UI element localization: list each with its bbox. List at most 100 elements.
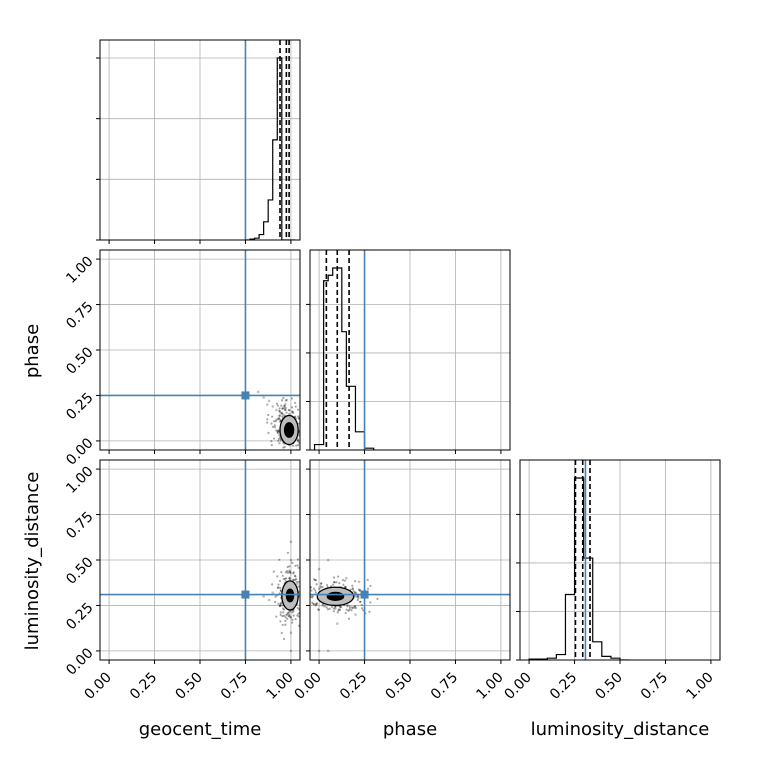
hist-panel-phase: [306, 249, 511, 454]
sample-point: [304, 633, 306, 635]
sample-point: [278, 414, 282, 417]
sample-point: [281, 407, 284, 410]
sample-point: [317, 608, 320, 611]
sample-point: [297, 439, 300, 442]
sample-point: [291, 561, 294, 564]
sample-point: [311, 407, 313, 409]
sample-point: [344, 585, 347, 589]
x-tick-label: 0.00: [82, 670, 115, 703]
sample-point: [314, 589, 317, 592]
xlabel-phase: phase: [383, 719, 437, 740]
sample-point: [288, 576, 291, 579]
sample-point: [280, 404, 283, 407]
sample-point: [297, 612, 300, 615]
sample-point: [360, 603, 363, 607]
sample-point: [294, 405, 297, 408]
sample-point: [278, 410, 281, 413]
y-tick-label: 1.00: [63, 463, 96, 496]
sample-point: [295, 577, 298, 581]
sample-point: [301, 449, 303, 451]
sample-point: [279, 439, 282, 442]
sample-point: [280, 412, 284, 415]
sample-point: [332, 576, 336, 579]
sample-point: [344, 611, 347, 615]
sample-point: [318, 587, 321, 590]
sample-point: [317, 567, 321, 571]
sample-point: [279, 604, 282, 607]
sample-point: [294, 575, 297, 578]
sample-point: [297, 441, 300, 444]
y-tick-label: 0.75: [63, 509, 96, 542]
sample-point: [286, 571, 289, 574]
sample-point: [296, 582, 299, 586]
sample-point: [296, 452, 298, 454]
sample-point: [275, 408, 278, 412]
sample-point: [300, 567, 302, 569]
sample-point: [279, 589, 282, 592]
sample-point: [376, 597, 379, 600]
sample-point: [360, 607, 364, 610]
sample-point: [297, 566, 300, 569]
sample-point: [301, 426, 303, 428]
sample-point: [284, 571, 288, 574]
sample-point: [290, 616, 293, 619]
sample-point: [288, 409, 291, 412]
sample-point: [274, 595, 277, 598]
scatter-panel-phase-vs-geocent-time: 0.00 0.25 0.50 0.75 1.00: [63, 249, 313, 469]
sample-point: [369, 584, 372, 588]
sample-point: [336, 611, 339, 614]
sample-point: [296, 614, 299, 617]
sample-point: [332, 607, 335, 610]
truth-marker: [241, 391, 250, 400]
x-tick-label: 0.25: [547, 670, 580, 703]
x-tick-label: 0.75: [218, 670, 251, 703]
sample-point: [315, 603, 318, 606]
sample-point: [273, 424, 276, 427]
sample-point: [288, 570, 291, 573]
sample-point: [294, 564, 297, 567]
sample-point: [271, 405, 275, 408]
sample-point: [272, 437, 276, 440]
sample-point: [276, 430, 279, 433]
histogram-step: [528, 477, 630, 660]
sample-point: [281, 407, 284, 410]
sample-point: [333, 581, 336, 584]
sample-point: [281, 415, 284, 418]
sample-point: [281, 614, 284, 618]
sample-point: [267, 413, 270, 417]
sample-point: [291, 453, 293, 455]
sample-point: [337, 609, 340, 612]
sample-point: [323, 605, 326, 608]
x-tick-label: 0.50: [382, 670, 415, 703]
sample-point: [276, 430, 280, 433]
sample-point: [314, 579, 318, 582]
sample-point: [271, 415, 274, 418]
sample-point: [290, 397, 294, 400]
sample-point: [292, 411, 295, 415]
sample-point: [303, 598, 305, 600]
sample-point: [288, 412, 291, 415]
sample-point: [279, 411, 282, 414]
sample-point: [260, 454, 262, 456]
sample-point: [307, 600, 309, 602]
sample-point: [276, 575, 279, 578]
sample-point: [297, 452, 299, 454]
sample-point: [270, 440, 273, 443]
sample-point: [284, 464, 286, 466]
sample-point: [300, 440, 302, 442]
sample-point: [281, 607, 285, 610]
sample-point: [303, 443, 305, 445]
sample-point: [273, 426, 276, 429]
hist-panel-luminosity-distance: 0.00 0.25 0.50 0.75 1.00: [502, 459, 721, 703]
panel-frame: [309, 459, 511, 661]
sample-point: [346, 604, 349, 607]
sample-point: [344, 585, 347, 589]
sample-point: [302, 583, 304, 585]
sample-point: [286, 570, 289, 573]
sample-point: [304, 585, 306, 587]
sample-point: [288, 452, 290, 454]
sample-point: [302, 443, 304, 445]
sample-point: [302, 421, 304, 423]
sample-point: [314, 604, 317, 607]
scatter-panel-luminosity-distance-vs-geocent-time: 0.00 0.25 0.50 0.75 1.00 0.00 0.25 0.50 0.75 1.00: [63, 459, 309, 703]
